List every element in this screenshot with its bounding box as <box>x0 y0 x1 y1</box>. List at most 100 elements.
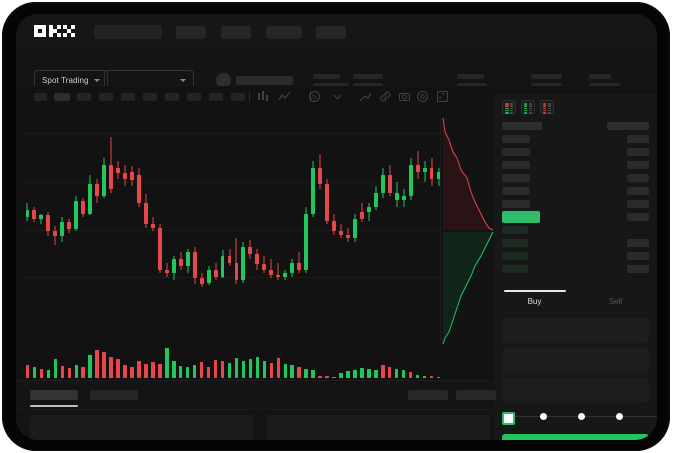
volume-bar <box>151 362 155 378</box>
place-order-button[interactable] <box>502 434 649 440</box>
order-book-row-ask[interactable] <box>494 146 657 159</box>
chart-interval-3[interactable] <box>99 93 113 101</box>
candle-wick <box>417 150 419 179</box>
price-candlestick-chart[interactable] <box>24 110 442 300</box>
bottom-tab-0[interactable] <box>30 390 78 400</box>
slider-step-dot-2[interactable] <box>616 412 623 420</box>
order-book-row-ask[interactable] <box>494 133 657 146</box>
line-chart-icon[interactable] <box>278 90 291 103</box>
candlestick <box>46 110 51 300</box>
order-book-row-ask[interactable] <box>494 159 657 172</box>
trade-tab-sell[interactable]: Sell <box>608 296 623 306</box>
volume-bar <box>367 369 371 378</box>
okx-logo[interactable] <box>34 25 75 37</box>
ruler-icon[interactable] <box>378 90 391 103</box>
last-price-placeholder <box>236 76 293 85</box>
slider-step-dot-1[interactable] <box>578 412 585 420</box>
candlestick <box>164 110 169 300</box>
volume-bar <box>165 348 169 378</box>
volume-bar <box>311 370 315 378</box>
chart-interval-5[interactable] <box>143 93 157 101</box>
chart-interval-7[interactable] <box>187 93 201 101</box>
order-book-mark-price-row[interactable] <box>494 211 657 224</box>
order-book-row-ask[interactable] <box>494 172 657 185</box>
candle-wick <box>235 238 237 284</box>
candle-body <box>408 164 413 197</box>
chart-interval-9[interactable] <box>231 93 245 101</box>
candle-body <box>178 259 183 267</box>
bottom-card-1[interactable] <box>266 415 490 440</box>
chart-interval-0[interactable] <box>34 93 47 101</box>
camera-icon[interactable] <box>398 90 411 103</box>
candle-body <box>339 231 343 235</box>
volume-bar <box>32 366 37 378</box>
chart-interval-1[interactable] <box>54 93 70 101</box>
slider-handle[interactable] <box>502 411 515 425</box>
volume-bar <box>25 365 30 378</box>
mark-price-value <box>502 211 540 223</box>
candlestick <box>366 110 371 300</box>
order-book-row-ask[interactable] <box>494 185 657 198</box>
candle-body <box>276 274 281 277</box>
candle-body <box>380 175 385 193</box>
chart-interval-8[interactable] <box>209 93 223 101</box>
bottom-action-0[interactable] <box>408 390 448 400</box>
candle-wick <box>270 259 272 279</box>
volume-bar <box>381 364 385 378</box>
header-nav-item-4[interactable] <box>316 26 346 39</box>
chart-gridline-2 <box>24 229 442 231</box>
order-book-depth-chart[interactable] <box>440 118 494 344</box>
indicators-icon[interactable]: fx <box>308 90 321 103</box>
price-field[interactable] <box>502 318 649 343</box>
order-book-row-bid[interactable] <box>494 224 657 237</box>
bottom-tab-1[interactable] <box>90 390 138 400</box>
total-field[interactable] <box>502 378 649 403</box>
candle-body <box>164 269 169 273</box>
stat-turnover-value <box>589 83 620 88</box>
candle-body <box>227 255 232 263</box>
chart-interval-2[interactable] <box>77 93 91 101</box>
candlestick <box>150 110 155 300</box>
chart-interval-6[interactable] <box>165 93 179 101</box>
volume-bar <box>401 370 406 378</box>
candlestick <box>332 110 336 300</box>
volume-bar <box>339 373 343 378</box>
slider-step-dot-0[interactable] <box>540 412 547 420</box>
volume-bar <box>158 364 162 378</box>
candle-wick <box>152 217 154 232</box>
candle-body <box>394 192 399 200</box>
bottom-card-0[interactable] <box>30 415 254 440</box>
amount-field[interactable] <box>502 348 649 373</box>
trade-tab-buy[interactable]: Buy <box>527 296 542 306</box>
candle-body <box>352 218 357 239</box>
candlestick <box>171 110 176 300</box>
settings-icon[interactable] <box>416 90 429 103</box>
bottom-action-1[interactable] <box>456 390 496 400</box>
order-book-row-bid[interactable] <box>494 250 657 263</box>
amount-percent-slider[interactable] <box>502 410 657 425</box>
toolbar-divider-0 <box>249 91 250 102</box>
candlestick <box>436 110 441 300</box>
order-book-row-ask[interactable] <box>494 198 657 211</box>
header-nav-item-2[interactable] <box>221 26 251 39</box>
coin-avatar <box>216 73 231 88</box>
header-nav-item-0[interactable] <box>94 25 162 39</box>
candlestick <box>318 110 323 300</box>
chevron-down-icon[interactable] <box>331 90 344 103</box>
trend-line-icon[interactable] <box>359 90 372 103</box>
order-book-row-bid[interactable] <box>494 237 657 250</box>
chart-interval-4[interactable] <box>121 93 135 101</box>
candlestick-chart-icon[interactable] <box>256 90 269 103</box>
fullscreen-icon[interactable] <box>436 90 449 103</box>
orderbook-layout-both-button[interactable] <box>502 100 516 114</box>
volume-bar <box>388 366 392 378</box>
volume-bar <box>67 368 71 378</box>
order-book-row-bid[interactable] <box>494 263 657 276</box>
candle-body <box>116 168 120 174</box>
header-nav-item-3[interactable] <box>266 26 302 39</box>
candlestick <box>81 110 86 300</box>
orderbook-layout-asks-button[interactable] <box>540 100 554 114</box>
orderbook-layout-bids-button[interactable] <box>521 100 535 114</box>
header-nav-item-1[interactable] <box>176 26 206 39</box>
